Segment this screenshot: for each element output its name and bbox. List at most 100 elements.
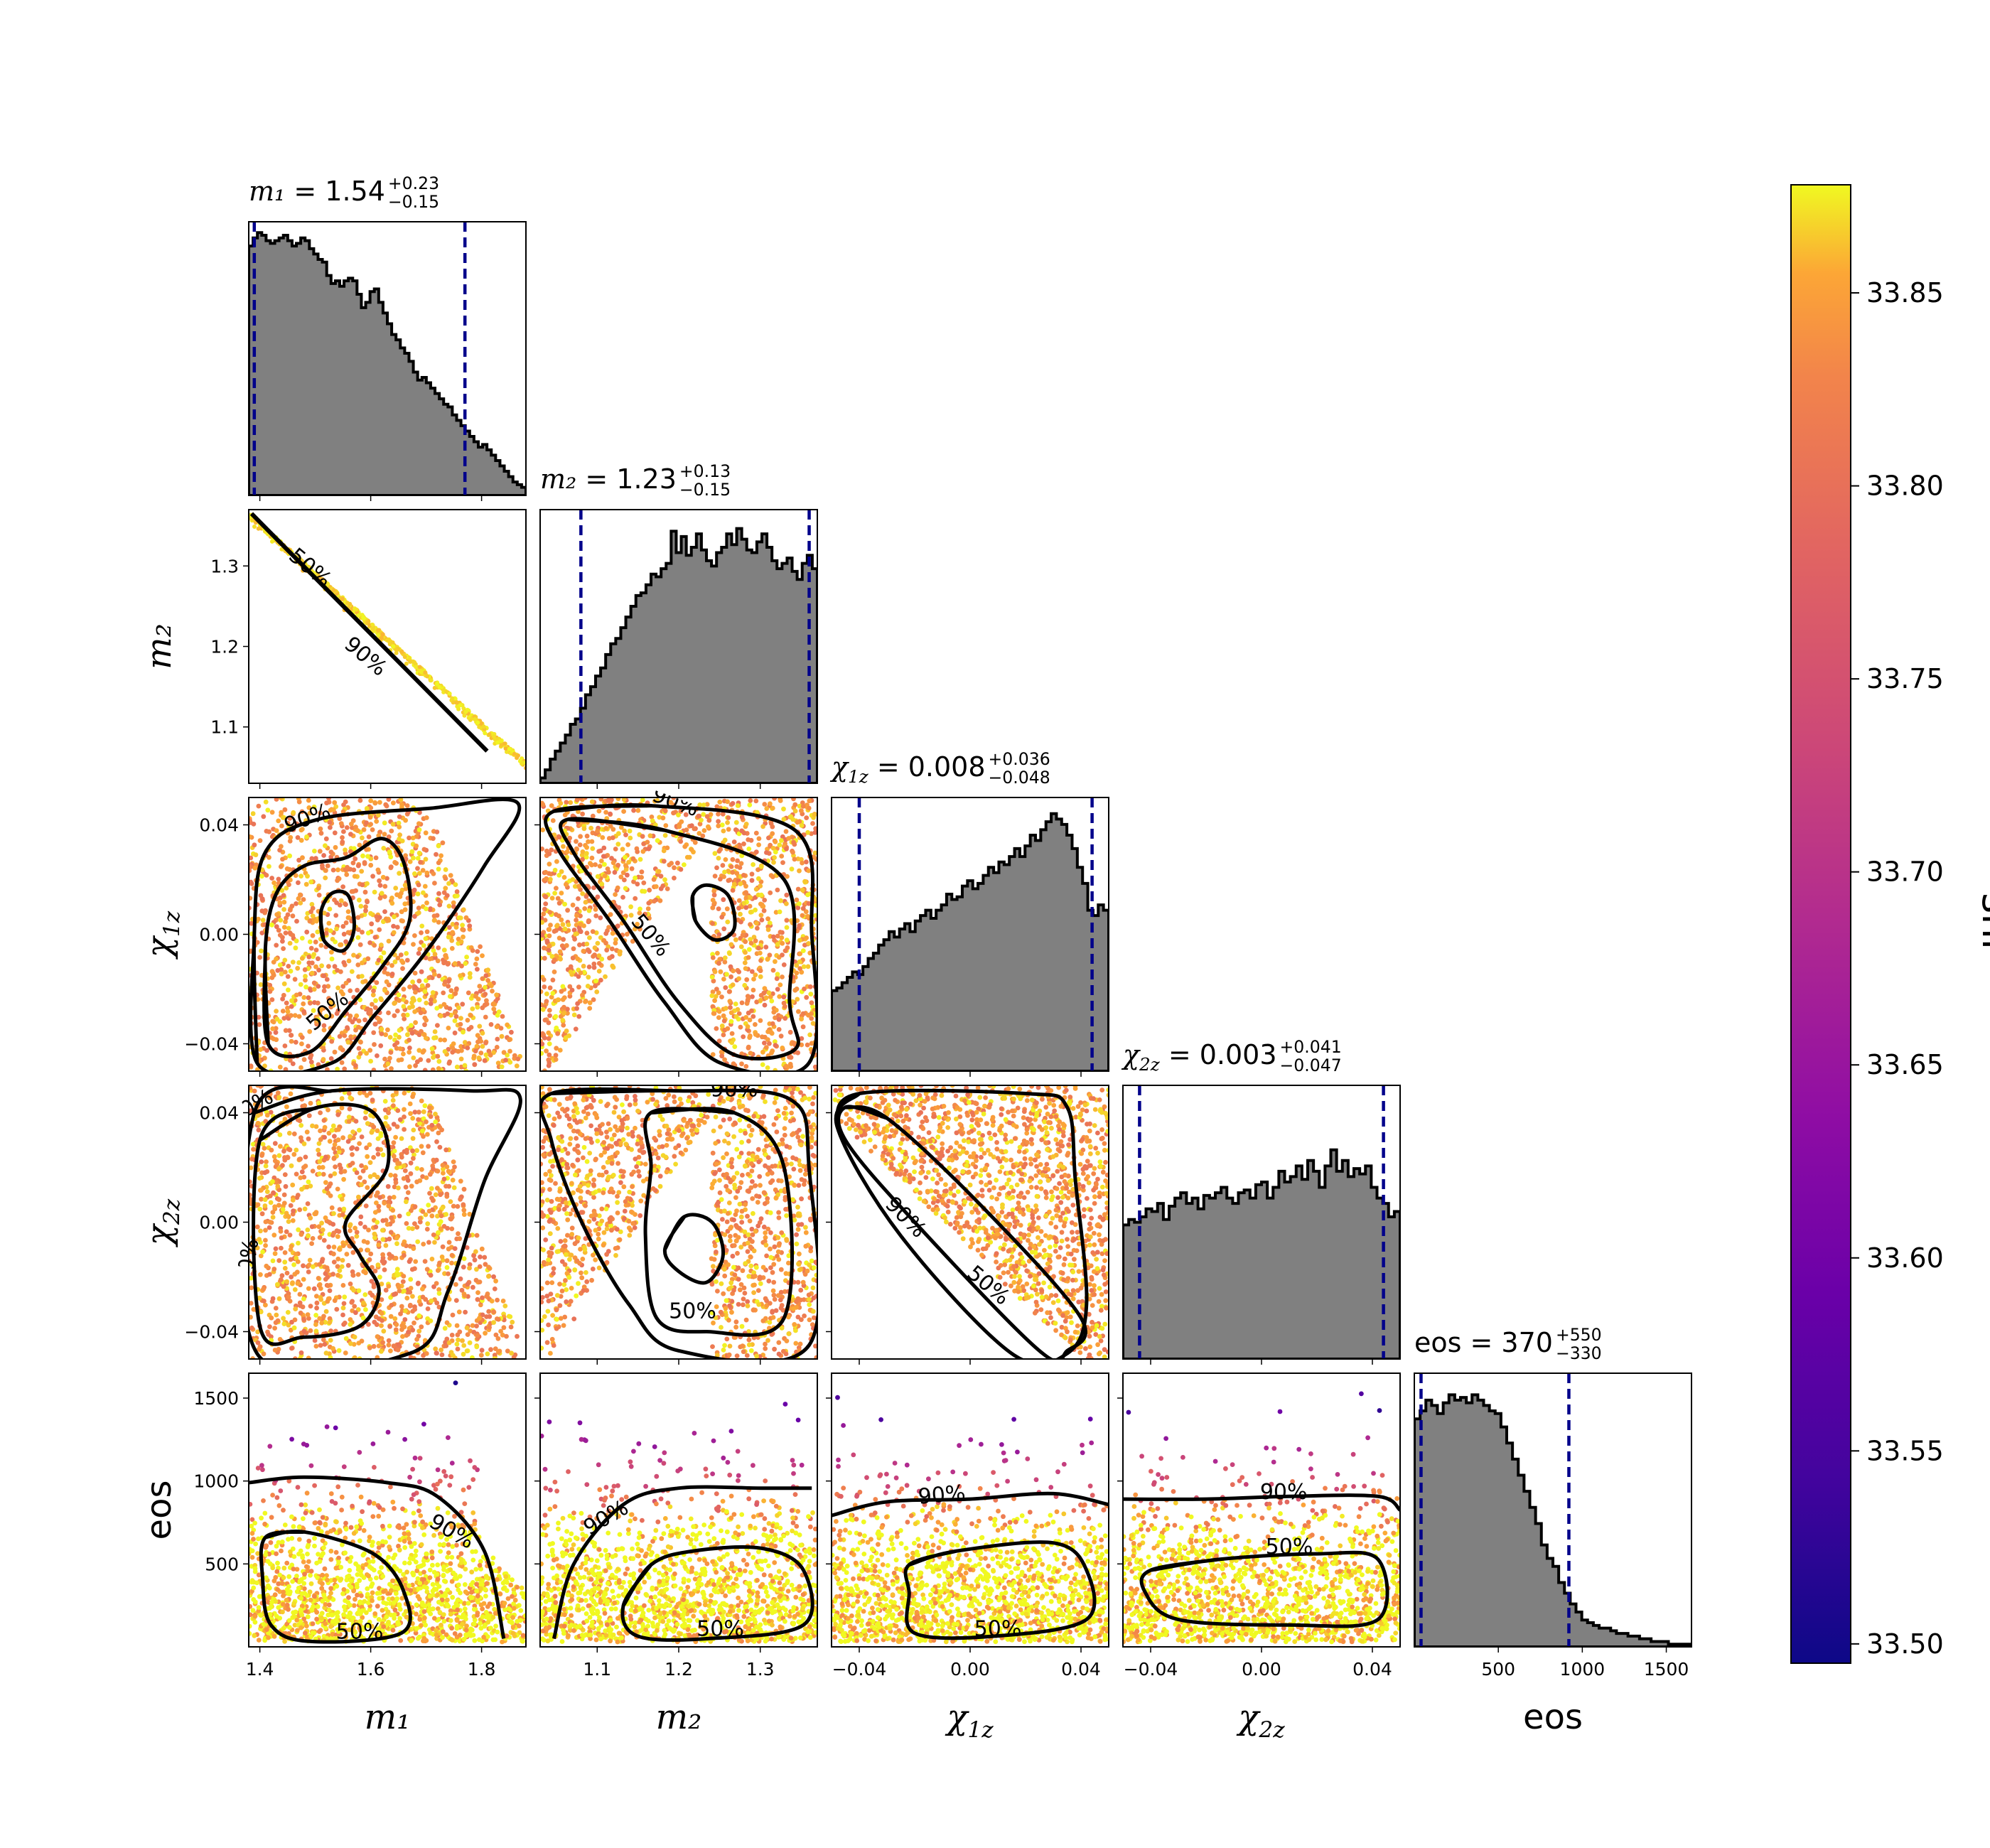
data-point bbox=[640, 849, 646, 854]
data-point bbox=[340, 835, 345, 840]
data-point bbox=[716, 906, 721, 911]
data-point bbox=[407, 1101, 413, 1107]
data-point bbox=[456, 1231, 461, 1237]
data-point bbox=[443, 886, 448, 891]
data-point bbox=[422, 1068, 428, 1071]
data-point bbox=[748, 940, 754, 946]
data-point bbox=[298, 1232, 304, 1237]
data-point bbox=[758, 968, 763, 974]
data-point bbox=[454, 1323, 460, 1328]
data-point bbox=[333, 1164, 338, 1169]
data-point bbox=[375, 1220, 380, 1225]
data-point bbox=[719, 1049, 724, 1055]
data-point bbox=[279, 888, 285, 893]
data-point bbox=[716, 1015, 721, 1020]
data-point bbox=[272, 1158, 278, 1164]
data-point bbox=[363, 904, 368, 910]
data-point bbox=[365, 881, 370, 886]
data-point bbox=[466, 990, 471, 996]
data-point bbox=[420, 868, 426, 873]
data-point bbox=[402, 1107, 407, 1112]
data-point bbox=[461, 1029, 466, 1035]
data-point bbox=[546, 947, 552, 953]
data-point bbox=[565, 908, 570, 913]
data-point bbox=[726, 989, 732, 994]
data-point bbox=[434, 829, 440, 834]
data-point bbox=[777, 842, 782, 848]
data-point bbox=[392, 1291, 397, 1297]
data-point bbox=[259, 1188, 264, 1193]
data-point bbox=[380, 874, 386, 880]
data-point bbox=[795, 996, 800, 1002]
data-point bbox=[561, 875, 567, 880]
data-point bbox=[423, 670, 428, 675]
data-point bbox=[291, 1208, 296, 1213]
scatter-m2-vs-m1 bbox=[249, 512, 526, 770]
data-point bbox=[407, 1046, 412, 1051]
data-point bbox=[542, 984, 547, 989]
data-point bbox=[556, 935, 562, 941]
data-point bbox=[639, 875, 644, 880]
data-point bbox=[473, 717, 478, 721]
data-point bbox=[362, 1292, 368, 1297]
data-point bbox=[418, 859, 423, 865]
data-point bbox=[355, 935, 361, 940]
data-point bbox=[776, 1016, 782, 1022]
data-point bbox=[363, 1307, 368, 1312]
data-point bbox=[461, 1186, 467, 1192]
data-point bbox=[352, 874, 357, 879]
data-point bbox=[393, 1180, 399, 1186]
data-point bbox=[456, 1309, 462, 1315]
data-point bbox=[744, 977, 750, 982]
data-point bbox=[271, 1175, 277, 1181]
data-point bbox=[407, 859, 413, 864]
data-point bbox=[753, 972, 758, 977]
data-point bbox=[540, 915, 544, 921]
data-point bbox=[809, 1011, 814, 1016]
data-point bbox=[455, 1204, 461, 1209]
data-point bbox=[758, 993, 764, 998]
data-point bbox=[412, 1221, 417, 1226]
data-point bbox=[362, 1017, 367, 1023]
data-point bbox=[371, 1343, 377, 1349]
data-point bbox=[768, 873, 774, 878]
data-point bbox=[286, 925, 291, 931]
data-point bbox=[381, 846, 387, 851]
data-point bbox=[599, 956, 605, 962]
data-point bbox=[364, 820, 369, 825]
data-point bbox=[546, 1036, 552, 1041]
data-point bbox=[446, 934, 451, 940]
data-point bbox=[682, 862, 687, 867]
data-point bbox=[375, 1151, 381, 1157]
data-point bbox=[742, 982, 748, 988]
data-point bbox=[625, 872, 630, 878]
data-point bbox=[731, 1061, 736, 1067]
data-point bbox=[554, 923, 559, 929]
data-point bbox=[765, 916, 770, 922]
data-point bbox=[623, 854, 628, 860]
data-point bbox=[593, 913, 599, 918]
data-point bbox=[366, 1321, 371, 1327]
data-point bbox=[635, 921, 640, 927]
data-point bbox=[684, 827, 689, 833]
data-point bbox=[571, 946, 576, 952]
data-point bbox=[574, 918, 579, 923]
data-point bbox=[672, 865, 677, 871]
data-point bbox=[412, 970, 418, 976]
data-point bbox=[257, 955, 262, 960]
data-point bbox=[715, 950, 720, 956]
data-point bbox=[285, 1213, 291, 1219]
data-point bbox=[652, 898, 657, 904]
data-point bbox=[343, 920, 349, 925]
data-point bbox=[662, 808, 668, 814]
data-point bbox=[402, 901, 408, 907]
data-point bbox=[323, 836, 329, 842]
data-point bbox=[515, 1333, 520, 1339]
data-point bbox=[282, 1259, 288, 1265]
data-point bbox=[444, 1191, 450, 1197]
data-point bbox=[713, 994, 719, 999]
data-point bbox=[495, 740, 500, 745]
data-point bbox=[621, 797, 627, 802]
data-point bbox=[309, 856, 315, 861]
data-point bbox=[391, 644, 396, 649]
